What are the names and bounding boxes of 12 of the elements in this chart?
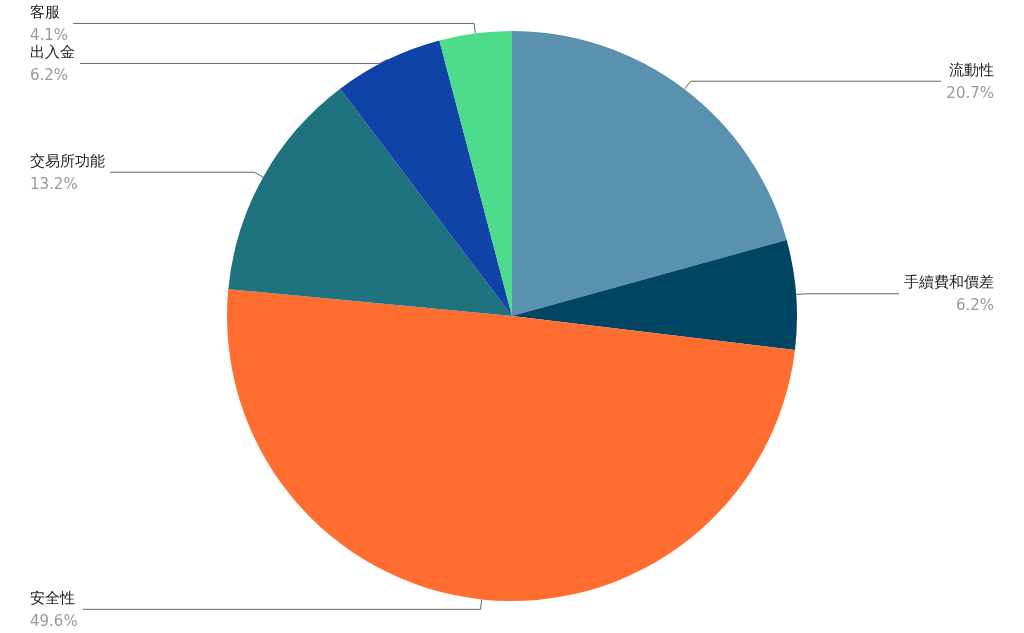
slice-label: 安全性 <box>30 588 75 607</box>
slice-label: 出入金 <box>30 42 75 61</box>
slice-label: 手續費和價差 <box>904 273 994 292</box>
data-label: 6.2% <box>955 296 994 315</box>
data-label: 6.2% <box>30 65 69 84</box>
slice-label: 流動性 <box>949 60 994 79</box>
data-label: 13.2% <box>30 174 78 193</box>
slice-label: 交易所功能 <box>30 151 105 170</box>
slice-label: 客服 <box>30 2 60 21</box>
data-label: 4.1% <box>30 25 69 44</box>
data-label: 20.7% <box>946 83 994 102</box>
data-label: 49.6% <box>30 611 78 630</box>
